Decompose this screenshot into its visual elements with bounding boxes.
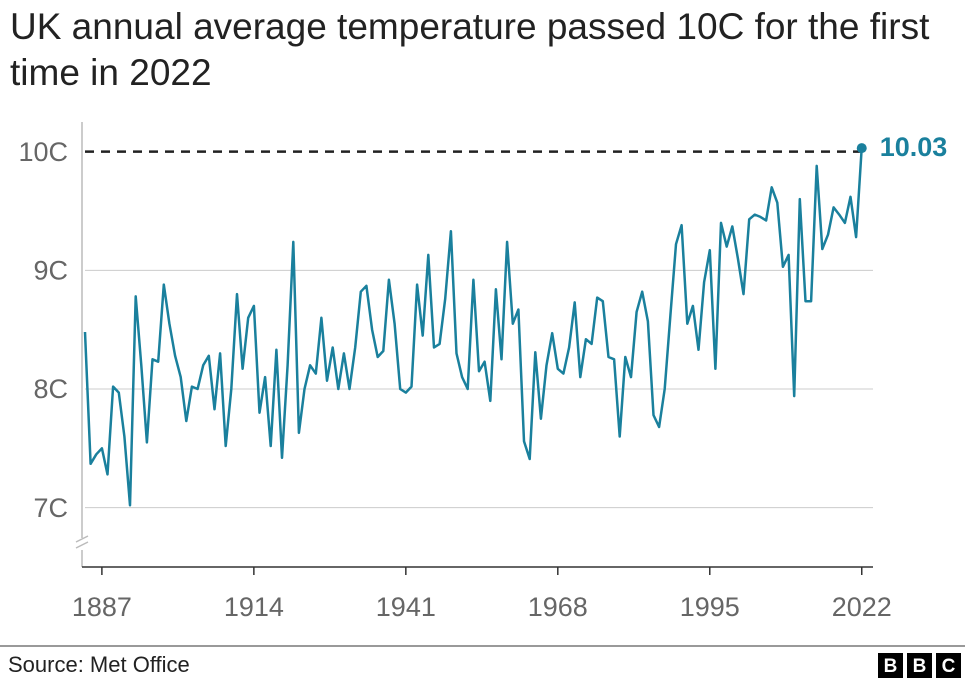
value-label: 10.03 (880, 132, 948, 162)
logo-letter: B (913, 656, 927, 677)
logo-box (936, 653, 961, 678)
y-tick-label: 7C (33, 493, 68, 523)
x-tick-label: 1968 (528, 592, 588, 622)
x-tick-label: 2022 (832, 592, 892, 622)
logo-letter: C (942, 656, 956, 677)
logo-letter: B (884, 656, 898, 677)
y-tick-label: 9C (33, 255, 68, 285)
y-tick-label: 8C (33, 374, 68, 404)
x-tick-label: 1914 (224, 592, 284, 622)
y-tick-label: 10C (18, 137, 68, 167)
end-point (856, 143, 867, 154)
x-tick-label: 1941 (376, 592, 436, 622)
axis-break (75, 535, 89, 549)
line (83, 148, 863, 507)
logo-box (907, 653, 932, 678)
chart-title: UK annual average temperature passed 10C… (10, 6, 930, 93)
x-tick-label: 1995 (680, 592, 740, 622)
logo-box (878, 653, 903, 678)
source: Source: Met Office (8, 652, 190, 677)
x-tick-label: 1887 (72, 592, 132, 622)
